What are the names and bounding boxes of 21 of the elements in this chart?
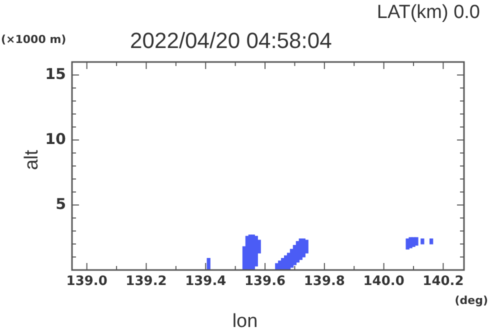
x-axis-title: lon [232,311,258,331]
bar [304,240,308,254]
bar [414,237,418,246]
y-axis-title: alt [22,150,42,170]
y-tick-label: 15 [45,64,66,83]
text: (×1000 m) [1,33,66,46]
x-tick-label: 139.6 [244,274,286,290]
bar [206,258,210,270]
bar [430,238,434,244]
x-tick-label: 139.4 [185,274,226,290]
y-tick-label: 5 [56,194,66,213]
bar [420,238,424,244]
x-tick-label: 139.8 [304,274,345,290]
chart-title: 2022/04/20 04:58:04 [130,28,332,53]
x-tick-label: 139.2 [126,274,167,290]
x-tick-label: 139.0 [66,274,108,290]
chart-subtitle: LAT(km) 0.0 [376,2,480,23]
text: (deg) [454,294,488,307]
x-tick-label: 140.0 [363,274,404,290]
x-tick-label: 140.2 [422,274,464,290]
y-tick-label: 10 [45,130,66,148]
